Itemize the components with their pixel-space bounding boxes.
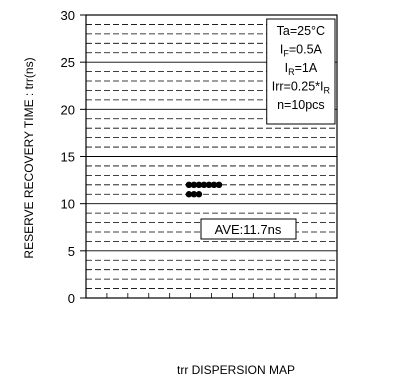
data-point — [195, 191, 203, 198]
x-axis-ticks — [106, 293, 317, 298]
average-box: AVE:11.7ns — [200, 218, 297, 240]
data-point — [195, 181, 203, 188]
data-point — [185, 181, 193, 188]
data-point — [210, 181, 218, 188]
data-point — [200, 181, 208, 188]
condition-line: IR=1A — [285, 61, 318, 77]
condition-main: I — [280, 43, 283, 57]
y-tick-label: 15 — [61, 150, 75, 165]
data-point — [185, 191, 193, 198]
y-axis-tick-labels: 0 5 10 15 20 25 30 — [61, 8, 86, 306]
conditions-box-border — [266, 18, 336, 125]
condition-value: =1A — [295, 61, 318, 75]
condition-subscript: F — [283, 49, 289, 59]
condition-line: IF=0.5A — [280, 43, 323, 59]
average-label: AVE:11.7ns — [215, 222, 282, 237]
average-box-border — [200, 218, 297, 240]
x-axis-caption: trr DISPERSION MAP — [177, 363, 295, 377]
y-tick-label: 30 — [61, 8, 75, 23]
condition-subscript: R — [288, 67, 295, 77]
data-point — [190, 181, 198, 188]
condition-main: n=10pcs — [277, 98, 325, 112]
data-point — [205, 181, 213, 188]
y-tick-label: 10 — [61, 197, 75, 212]
condition-line: Irr=0.25*IR — [272, 80, 331, 96]
condition-main: Ta=25°C — [277, 24, 325, 38]
y-tick-label: 5 — [68, 244, 75, 259]
condition-main: Irr=0.25*I — [272, 80, 324, 94]
data-points — [185, 181, 223, 198]
y-tick-label: 20 — [61, 102, 75, 117]
y-tick-label: 25 — [61, 55, 75, 70]
data-point — [190, 191, 198, 198]
condition-line: n=10pcs — [277, 98, 325, 112]
data-point — [215, 181, 223, 188]
y-tick-label: 0 — [68, 291, 75, 306]
condition-main: I — [285, 61, 288, 75]
y-axis-title: RESERVE RECOVERY TIME : trr(ns) — [22, 57, 36, 258]
condition-line: Ta=25°C — [277, 24, 325, 38]
condition-value: =0.5A — [289, 43, 323, 57]
condition-subscript: R — [324, 86, 331, 96]
